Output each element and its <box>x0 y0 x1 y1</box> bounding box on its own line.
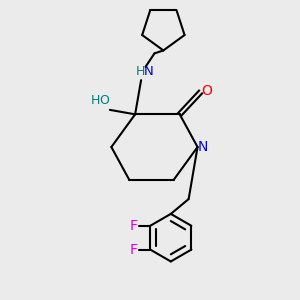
Text: O: O <box>202 84 212 98</box>
Text: N: N <box>198 140 208 154</box>
Text: F: F <box>130 243 138 256</box>
Text: O: O <box>100 94 110 107</box>
Text: F: F <box>130 219 138 233</box>
Text: N: N <box>144 65 154 78</box>
Text: H: H <box>136 65 145 78</box>
Text: H: H <box>90 94 100 107</box>
